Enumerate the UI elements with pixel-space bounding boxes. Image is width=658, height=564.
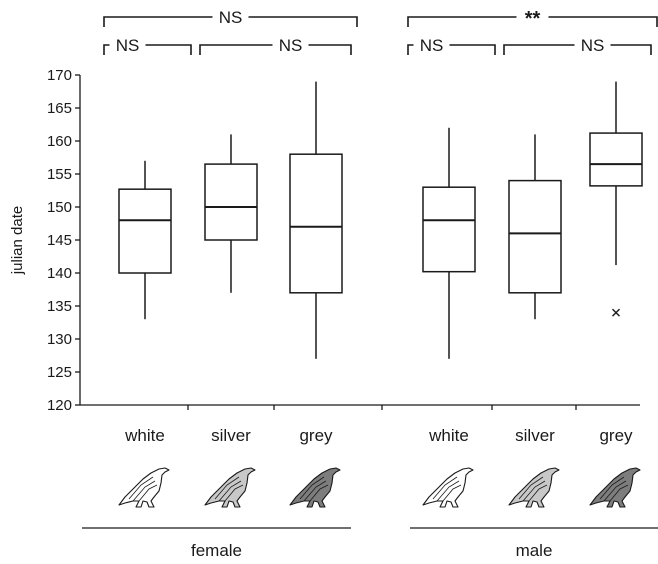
y-tick-label: 165 (47, 100, 72, 117)
bird-body (118, 467, 170, 508)
bird-icon (422, 467, 474, 508)
y-tick-label: 125 (47, 364, 72, 381)
box-female-grey: grey (289, 81, 343, 445)
bird-feathers (299, 476, 329, 502)
box-female-white: white (118, 160, 172, 445)
boxes: white silver grey white silver grey (118, 81, 643, 445)
iqr-box (204, 163, 258, 241)
significance-label: ** (525, 8, 541, 30)
bird-body (289, 467, 341, 508)
bird-icon (508, 467, 560, 508)
category-label: silver (515, 426, 555, 445)
significance-label: NS (116, 36, 140, 55)
bird-body (589, 467, 641, 508)
bird-body (508, 467, 560, 508)
category-label: white (428, 426, 469, 445)
y-tick-label: 140 (47, 265, 72, 282)
bracket-line (145, 44, 192, 55)
category-label: grey (299, 426, 333, 445)
category-label: grey (599, 426, 633, 445)
bracket-female-0-1: NS (103, 36, 192, 55)
group-label: female (191, 541, 242, 560)
bracket-line (449, 44, 496, 55)
bracket-male-1-2: NS (503, 36, 652, 55)
bird-feathers (432, 476, 462, 502)
bracket-line (199, 44, 273, 55)
box-male-grey: grey (589, 81, 643, 445)
bird-body (204, 467, 256, 508)
iqr-box (118, 188, 172, 274)
y-tick-label: 170 (47, 67, 72, 84)
bird-icon (589, 467, 641, 508)
box-male-silver: silver (508, 134, 562, 445)
bracket-line (103, 44, 110, 55)
bracket-female-1-2: NS (199, 36, 352, 55)
y-tick-label: 145 (47, 232, 72, 249)
bird-icon (118, 467, 170, 508)
bracket-line (248, 16, 358, 27)
group-label: male (516, 541, 553, 560)
significance-label: NS (219, 8, 243, 27)
bracket-line (610, 44, 652, 55)
outlier-stroke (612, 308, 620, 317)
iqr-box (422, 186, 476, 273)
axes: 120 125 130 135 140 145 150 155 160 165 170 julian … (9, 67, 640, 414)
bird-icon (289, 467, 341, 508)
box-female-silver: silver (204, 134, 258, 445)
category-label: silver (211, 426, 251, 445)
bracket-line (407, 44, 414, 55)
significance-label: NS (581, 36, 605, 55)
bird-feathers (518, 476, 548, 502)
iqr-box (289, 153, 343, 294)
bracket-male-0-1: NS (407, 36, 496, 55)
bird-feathers (214, 476, 244, 502)
y-tick-label: 155 (47, 166, 72, 183)
bird-icon (204, 467, 256, 508)
bird-icons (118, 467, 641, 508)
iqr-box (589, 132, 643, 187)
y-axis-label: julian date (9, 206, 26, 275)
group-labels: female male (82, 527, 658, 560)
y-tick-label: 130 (47, 331, 72, 348)
y-tick-label: 135 (47, 298, 72, 315)
significance-label: NS (420, 36, 444, 55)
bracket-line (503, 44, 575, 55)
box-male-white: white (422, 127, 476, 445)
bracket-line (103, 16, 213, 27)
bracket-male-0-2: ** (407, 8, 658, 30)
y-tick-label: 120 (47, 397, 72, 414)
y-tick-label: 160 (47, 133, 72, 150)
bird-body (422, 467, 474, 508)
category-label: white (124, 426, 165, 445)
iqr-box (508, 179, 562, 294)
outlier-marker (612, 308, 620, 317)
bird-feathers (128, 476, 158, 502)
bracket-line (407, 16, 517, 27)
bracket-female-0-2: NS (103, 8, 358, 27)
y-tick-label: 150 (47, 199, 72, 216)
significance-brackets: NS NS NS ** NS NS (103, 8, 658, 55)
significance-label: NS (279, 36, 303, 55)
bracket-line (548, 16, 658, 27)
bracket-line (308, 44, 352, 55)
bird-feathers (599, 476, 629, 502)
